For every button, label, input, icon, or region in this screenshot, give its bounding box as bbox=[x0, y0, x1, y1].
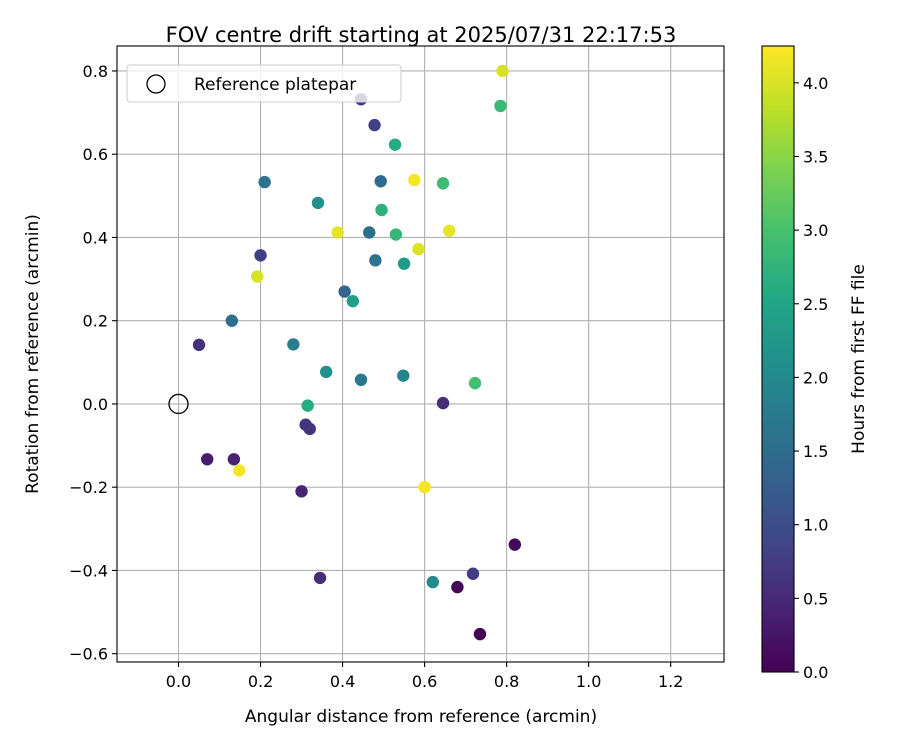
scatter-point bbox=[301, 399, 314, 412]
colorbar-label: Hours from first FF file bbox=[849, 264, 869, 454]
colorbar-tick-label: 1.5 bbox=[803, 442, 828, 461]
scatter-point bbox=[227, 453, 241, 466]
scatter-point bbox=[374, 175, 387, 188]
legend-marker-icon bbox=[146, 74, 166, 94]
scatter-point bbox=[192, 338, 206, 352]
scatter-point bbox=[258, 175, 271, 189]
y-tick-label: 0.0 bbox=[83, 395, 108, 414]
colorbar-tick-label: 2.5 bbox=[803, 295, 828, 314]
scatter-point bbox=[508, 538, 522, 551]
y-tick-label: 0.8 bbox=[83, 62, 108, 81]
scatter-point bbox=[251, 270, 264, 283]
reference-marker bbox=[168, 393, 189, 415]
scatter-point bbox=[412, 242, 425, 256]
scatter-point bbox=[338, 285, 351, 298]
scatter-point bbox=[225, 314, 239, 327]
y-tick-label: 0.6 bbox=[83, 145, 108, 164]
colorbar-ticks: 0.0 0.5 1.0 1.5 2.0 2.5 3.0 3.5 4.0 bbox=[794, 74, 828, 682]
legend: Reference platepar bbox=[126, 64, 402, 103]
x-tick-label: 0.6 bbox=[412, 672, 437, 691]
colorbar-tick-label: 3.0 bbox=[803, 221, 828, 240]
scatter-point bbox=[354, 373, 368, 387]
y-tick-label: 0.4 bbox=[83, 228, 108, 247]
y-axis-label: Rotation from reference (arcmin) bbox=[23, 214, 43, 494]
scatter-point bbox=[369, 254, 382, 267]
scatter-point bbox=[254, 249, 267, 262]
y-tick-label: −0.6 bbox=[69, 645, 108, 664]
scatter-point bbox=[426, 575, 440, 589]
colorbar-tick-label: 0.5 bbox=[803, 589, 828, 608]
scatter-point bbox=[466, 567, 480, 580]
plot-frame bbox=[116, 45, 725, 663]
colorbar-tick-label: 0.0 bbox=[803, 663, 828, 682]
scatter-point bbox=[346, 294, 360, 308]
x-tick-label: 0.4 bbox=[330, 672, 355, 691]
scatter-point bbox=[436, 396, 450, 410]
legend-entry-label: Reference platepar bbox=[194, 75, 356, 95]
x-tick-label: 1.2 bbox=[658, 672, 683, 691]
colorbar-tick-label: 4.0 bbox=[803, 74, 828, 93]
scatter-point bbox=[201, 453, 214, 466]
colorbar-tick-label: 2.0 bbox=[803, 368, 828, 387]
scatter-point bbox=[496, 64, 509, 78]
x-tick-label: 0.0 bbox=[166, 672, 191, 691]
scatter-point bbox=[388, 138, 402, 151]
scatter-point bbox=[408, 173, 421, 187]
scatter-point bbox=[375, 203, 388, 217]
legend-box bbox=[126, 64, 402, 103]
x-tick-label: 1.0 bbox=[576, 672, 601, 691]
scatter-point bbox=[494, 99, 507, 113]
scatter-point bbox=[436, 177, 450, 190]
scatter-point bbox=[468, 376, 482, 390]
x-axis-label: Angular distance from reference (arcmin) bbox=[245, 707, 597, 727]
scatter-point bbox=[451, 580, 464, 594]
data-points bbox=[192, 64, 522, 641]
x-axis-ticks: 0.0 0.2 0.4 0.6 0.8 1.0 1.2 bbox=[166, 662, 683, 691]
scatter-point bbox=[331, 226, 344, 239]
colorbar-tick-label: 3.5 bbox=[803, 147, 828, 166]
scatter-point bbox=[443, 224, 456, 237]
scatter-point bbox=[418, 480, 431, 494]
y-axis-ticks: −0.6 −0.4 −0.2 0.0 0.2 0.4 0.6 0.8 bbox=[69, 62, 117, 664]
chart-title: FOV centre drift starting at 2025/07/31 … bbox=[166, 23, 677, 47]
colorbar-gradient bbox=[761, 45, 795, 673]
scatter-point bbox=[295, 485, 308, 498]
colorbar-tick-label: 1.0 bbox=[803, 516, 828, 535]
scatter-point bbox=[368, 118, 381, 132]
scatter-point bbox=[311, 196, 325, 210]
scatter-point bbox=[287, 338, 300, 351]
scatter-point bbox=[233, 464, 246, 477]
scatter-point bbox=[397, 257, 411, 270]
y-tick-label: 0.2 bbox=[83, 312, 108, 331]
scatter-point bbox=[397, 369, 410, 382]
scatter-point bbox=[319, 365, 333, 379]
scatter-point bbox=[389, 228, 403, 241]
x-tick-label: 0.2 bbox=[248, 672, 273, 691]
colorbar: 0.0 0.5 1.0 1.5 2.0 2.5 3.0 3.5 4.0 Hours from f… bbox=[761, 45, 869, 682]
reference-marker-group bbox=[168, 393, 189, 415]
grid-lines bbox=[117, 46, 724, 662]
scatter-point bbox=[313, 571, 327, 585]
x-tick-label: 0.8 bbox=[494, 672, 519, 691]
scatter-point bbox=[299, 418, 312, 431]
y-tick-label: −0.2 bbox=[69, 478, 108, 497]
scatter-point bbox=[473, 627, 487, 641]
y-tick-label: −0.4 bbox=[69, 561, 108, 580]
scatter-point bbox=[363, 226, 376, 239]
